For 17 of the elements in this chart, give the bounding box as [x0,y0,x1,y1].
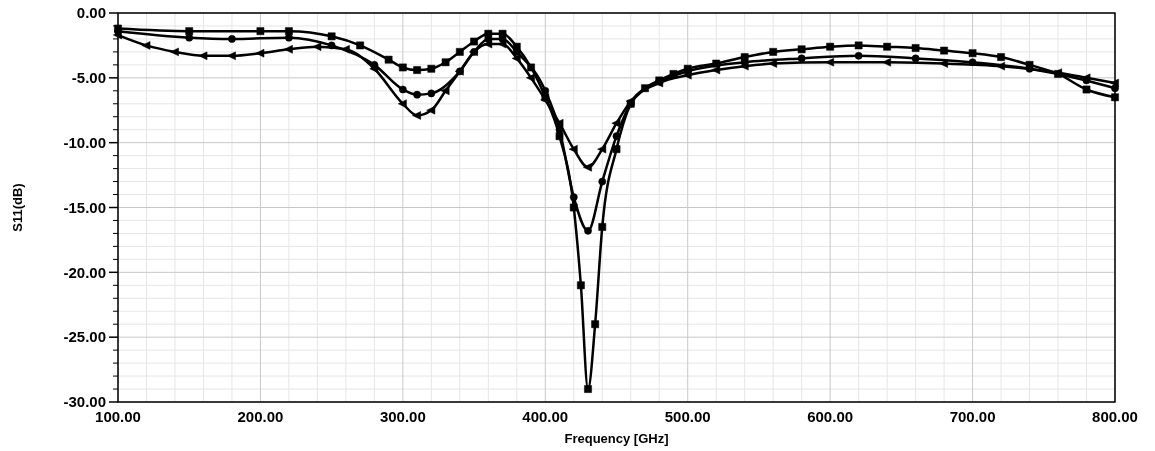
x-tick-label: 600.00 [807,408,854,425]
x-tick-label: 200.00 [237,408,284,425]
x-tick-label: 800.00 [1092,408,1138,425]
y-tick-label: -20.00 [63,263,106,281]
x-tick-label: 300.00 [379,408,426,425]
x-tick-label: 700.00 [949,408,996,425]
x-axis-title: Frequency [GHz] [564,431,669,446]
y-tick-label: -15.00 [63,198,106,216]
y-axis-title: S11(dB) [10,183,25,232]
x-tick-label: 100.00 [95,408,141,425]
x-tick-label: 400.00 [522,408,569,425]
y-tick-label: -10.00 [63,133,106,151]
y-tick-label: 0.00 [76,4,106,22]
y-tick-label: -30.00 [63,393,106,411]
y-tick-label: -5.00 [71,69,106,87]
x-tick-label: 500.00 [664,408,711,425]
y-tick-label: -25.00 [63,328,106,346]
